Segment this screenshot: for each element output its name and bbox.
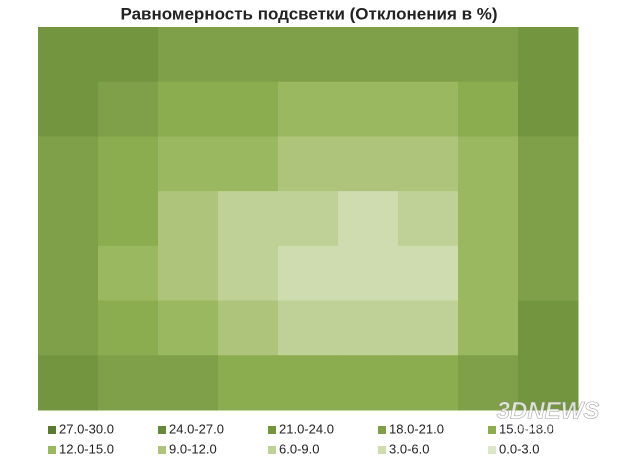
contour-cell bbox=[158, 136, 219, 192]
legend-swatch bbox=[48, 426, 56, 434]
legend-swatch bbox=[268, 446, 276, 454]
contour-cell bbox=[218, 300, 279, 356]
contour-cell bbox=[278, 191, 339, 247]
legend-swatch bbox=[158, 446, 166, 454]
contour-cell bbox=[278, 355, 339, 411]
legend-label: 21.0-24.0 bbox=[279, 421, 334, 436]
contour-cell bbox=[278, 81, 339, 137]
contour-cell bbox=[158, 355, 219, 411]
legend-label: 24.0-27.0 bbox=[169, 421, 224, 436]
contour-cell bbox=[38, 191, 99, 247]
contour-cell bbox=[458, 81, 519, 137]
legend-label: 18.0-21.0 bbox=[389, 421, 444, 436]
contour-cell bbox=[98, 27, 159, 83]
contour-cell bbox=[158, 245, 219, 302]
contour-cell bbox=[38, 136, 99, 192]
contour-cell bbox=[398, 136, 459, 192]
contour-cell bbox=[398, 355, 459, 411]
contour-cell bbox=[98, 355, 159, 411]
contour-cell bbox=[98, 300, 159, 356]
contour-cell bbox=[338, 300, 399, 356]
legend-label: 12.0-15.0 bbox=[59, 441, 114, 456]
contour-cell bbox=[398, 27, 459, 83]
contour-cell bbox=[458, 27, 519, 83]
contour-cell bbox=[218, 191, 279, 247]
legend-label: 15.0-18.0 bbox=[499, 421, 554, 436]
watermark-logo: 3DNEWS bbox=[497, 397, 600, 424]
contour-cell bbox=[158, 27, 219, 83]
legend-label: 6.0-9.0 bbox=[279, 441, 319, 456]
contour-cell bbox=[518, 27, 579, 83]
contour-cell bbox=[218, 245, 279, 302]
contour-cell bbox=[98, 191, 159, 247]
contour-cell bbox=[398, 191, 459, 247]
contour-cell bbox=[518, 355, 579, 411]
contour-cell bbox=[218, 81, 279, 137]
contour-cell bbox=[338, 81, 399, 137]
contour-cell bbox=[338, 191, 399, 247]
contour-cell bbox=[98, 245, 159, 302]
contour-cell bbox=[278, 27, 339, 83]
contour-cell bbox=[218, 136, 279, 192]
legend-swatch bbox=[488, 426, 496, 434]
legend-swatch bbox=[378, 446, 386, 454]
contour-cell bbox=[338, 245, 399, 302]
contour-cell bbox=[518, 191, 579, 247]
contour-cell bbox=[158, 300, 219, 356]
legend-label: 3.0-6.0 bbox=[389, 441, 429, 456]
contour-cell bbox=[518, 81, 579, 137]
contour-cell bbox=[98, 136, 159, 192]
contour-cell bbox=[518, 136, 579, 192]
contour-cell bbox=[218, 355, 279, 411]
contour-cell bbox=[278, 136, 339, 192]
contour-cell bbox=[458, 191, 519, 247]
contour-cell bbox=[278, 300, 339, 356]
chart-title: Равномерность подсветки (Отклонения в %) bbox=[120, 4, 497, 23]
contour-cell bbox=[398, 81, 459, 137]
watermark-tagline: Daily Digital Digest bbox=[514, 422, 590, 432]
legend-swatch bbox=[268, 426, 276, 434]
contour-cell bbox=[398, 300, 459, 356]
contour-cell bbox=[38, 81, 99, 137]
contour-cell bbox=[458, 355, 519, 411]
legend-swatch bbox=[48, 446, 56, 454]
legend-label: 0.0-3.0 bbox=[499, 441, 539, 456]
contour-cell bbox=[458, 136, 519, 192]
contour-cell bbox=[458, 300, 519, 356]
legend-label: 27.0-30.0 bbox=[59, 421, 114, 436]
contour-cell bbox=[518, 245, 579, 302]
contour-cell bbox=[218, 27, 279, 83]
legend-swatch bbox=[158, 426, 166, 434]
contour-cell bbox=[98, 81, 159, 137]
contour-cell bbox=[518, 300, 579, 356]
contour-cell bbox=[158, 81, 219, 137]
contour-cell bbox=[338, 27, 399, 83]
contour-cell bbox=[38, 355, 99, 411]
contour-cell bbox=[38, 245, 99, 302]
contour-cell bbox=[458, 245, 519, 302]
legend-swatch bbox=[488, 446, 496, 454]
contour-cell bbox=[278, 245, 339, 302]
legend-label: 9.0-12.0 bbox=[169, 441, 217, 456]
legend-swatch bbox=[378, 426, 386, 434]
contour-cell bbox=[338, 355, 399, 411]
contour-cell bbox=[398, 245, 459, 302]
contour-cell bbox=[338, 136, 399, 192]
contour-cell bbox=[158, 191, 219, 247]
contour-cell bbox=[38, 27, 99, 83]
contour-cell bbox=[38, 300, 99, 356]
